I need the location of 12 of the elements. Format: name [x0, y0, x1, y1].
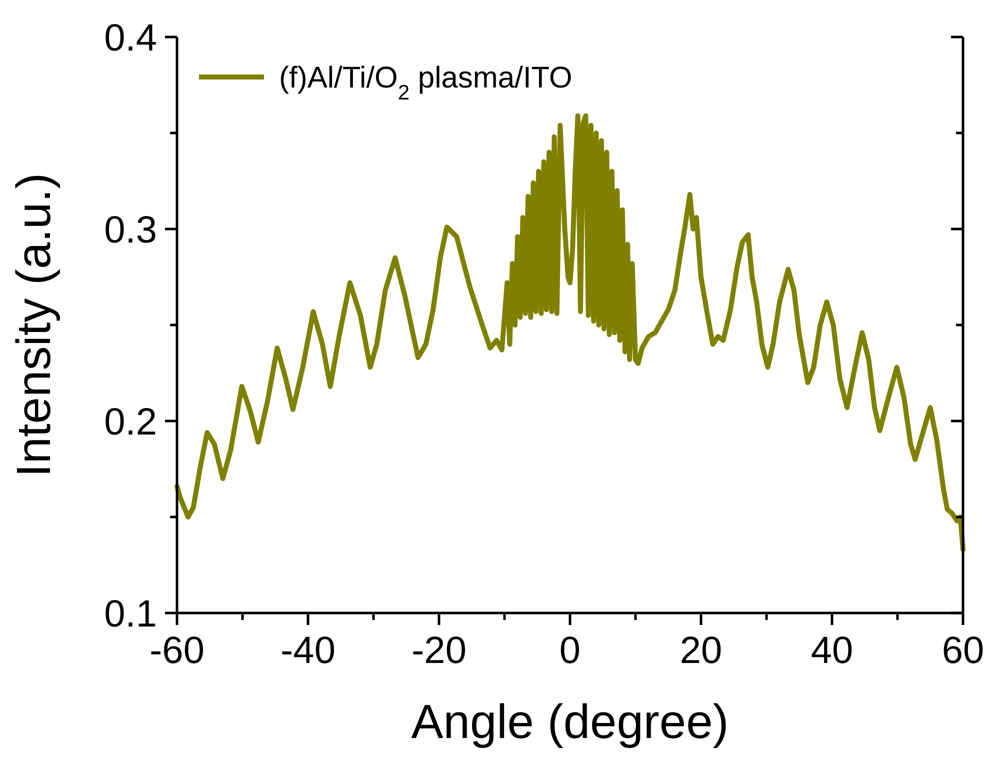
y-tick-label: 0.2 [104, 401, 157, 444]
x-tick-label: 20 [680, 630, 722, 672]
x-tick-label: -40 [280, 630, 336, 672]
y-tick-label: 0.3 [104, 209, 157, 252]
x-tick-label: 60 [942, 630, 984, 672]
y-axis-title: Intensity (a.u.) [8, 172, 61, 478]
legend-label: (f)Al/Ti/O$_{2}$ plasma/ITO [279, 62, 572, 104]
x-tick-label: 40 [810, 630, 854, 672]
y-tick-label: 0.4 [104, 17, 157, 60]
x-tick-label: -20 [412, 630, 466, 672]
x-tick-label: 0 [559, 630, 581, 672]
x-axis-title: Angle (degree) [411, 696, 729, 749]
